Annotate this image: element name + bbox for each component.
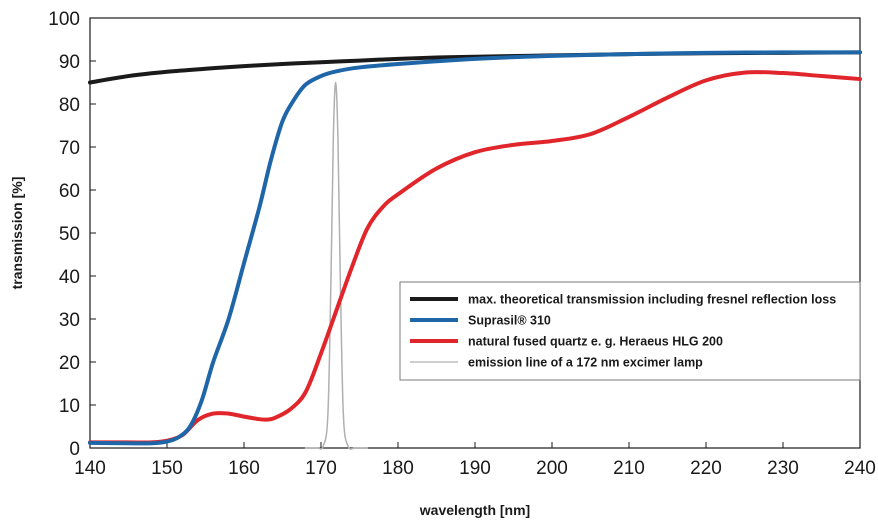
legend-box <box>399 281 861 381</box>
excimer-emission-line <box>304 81 368 450</box>
legend-item-excimer-emission: emission line of a 172 nm excimer lamp <box>410 356 703 370</box>
series-layer <box>88 50 862 450</box>
legend-item-suprasil-310: Suprasil® 310 <box>410 314 551 328</box>
legend-label: emission line of a 172 nm excimer lamp <box>468 356 703 370</box>
natural-fused-quartz-line <box>88 70 862 445</box>
legend-label: natural fused quartz e. g. Heraeus HLG 2… <box>468 335 723 349</box>
y-tick-label: 60 <box>59 181 80 202</box>
y-tick-label: 10 <box>59 396 80 417</box>
y-tick-label: 70 <box>59 138 80 159</box>
x-tick-label: 140 <box>74 458 106 479</box>
x-tick-label: 220 <box>690 458 722 479</box>
x-tick-label: 180 <box>382 458 414 479</box>
y-tick-label: 0 <box>69 439 80 460</box>
x-axis: 140 150 160 170 180 190 200 210 220 230 240 <box>74 442 876 479</box>
legend-label: Suprasil® 310 <box>468 314 551 328</box>
y-tick-label: 20 <box>59 353 80 374</box>
x-tick-label: 160 <box>228 458 260 479</box>
x-tick-label: 230 <box>767 458 799 479</box>
y-tick-label: 40 <box>59 267 80 288</box>
x-tick-label: 200 <box>536 458 568 479</box>
legend: max. theoretical transmission including … <box>399 281 861 381</box>
legend-item-natural-fused-quartz: natural fused quartz e. g. Heraeus HLG 2… <box>410 335 723 349</box>
x-axis-title: wavelength [nm] <box>419 502 530 518</box>
x-tick-label: 240 <box>844 458 876 479</box>
y-tick-label: 100 <box>48 9 80 30</box>
legend-label: max. theoretical transmission including … <box>468 293 836 307</box>
x-tick-label: 210 <box>613 458 645 479</box>
y-tick-label: 80 <box>59 95 80 116</box>
suprasil-310-line <box>88 50 862 446</box>
x-tick-label: 190 <box>459 458 491 479</box>
y-tick-label: 30 <box>59 310 80 331</box>
y-axis: 0 10 20 30 40 50 60 70 80 90 100 <box>48 9 96 460</box>
y-tick-label: 90 <box>59 52 80 73</box>
x-tick-label: 150 <box>151 458 183 479</box>
y-axis-title: transmission [%] <box>9 177 25 290</box>
y-tick-label: 50 <box>59 224 80 245</box>
x-tick-label: 170 <box>305 458 337 479</box>
legend-item-max-theoretical: max. theoretical transmission including … <box>410 293 836 307</box>
